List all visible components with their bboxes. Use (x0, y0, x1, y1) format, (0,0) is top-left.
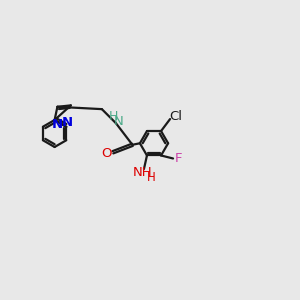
Text: N: N (113, 115, 123, 128)
Text: O: O (102, 147, 112, 160)
Text: H: H (109, 110, 118, 123)
Text: Cl: Cl (169, 110, 182, 123)
Text: N: N (61, 116, 73, 129)
Text: F: F (175, 152, 182, 165)
Text: NH: NH (133, 166, 152, 179)
Text: N: N (52, 118, 63, 131)
Text: H: H (147, 171, 155, 184)
